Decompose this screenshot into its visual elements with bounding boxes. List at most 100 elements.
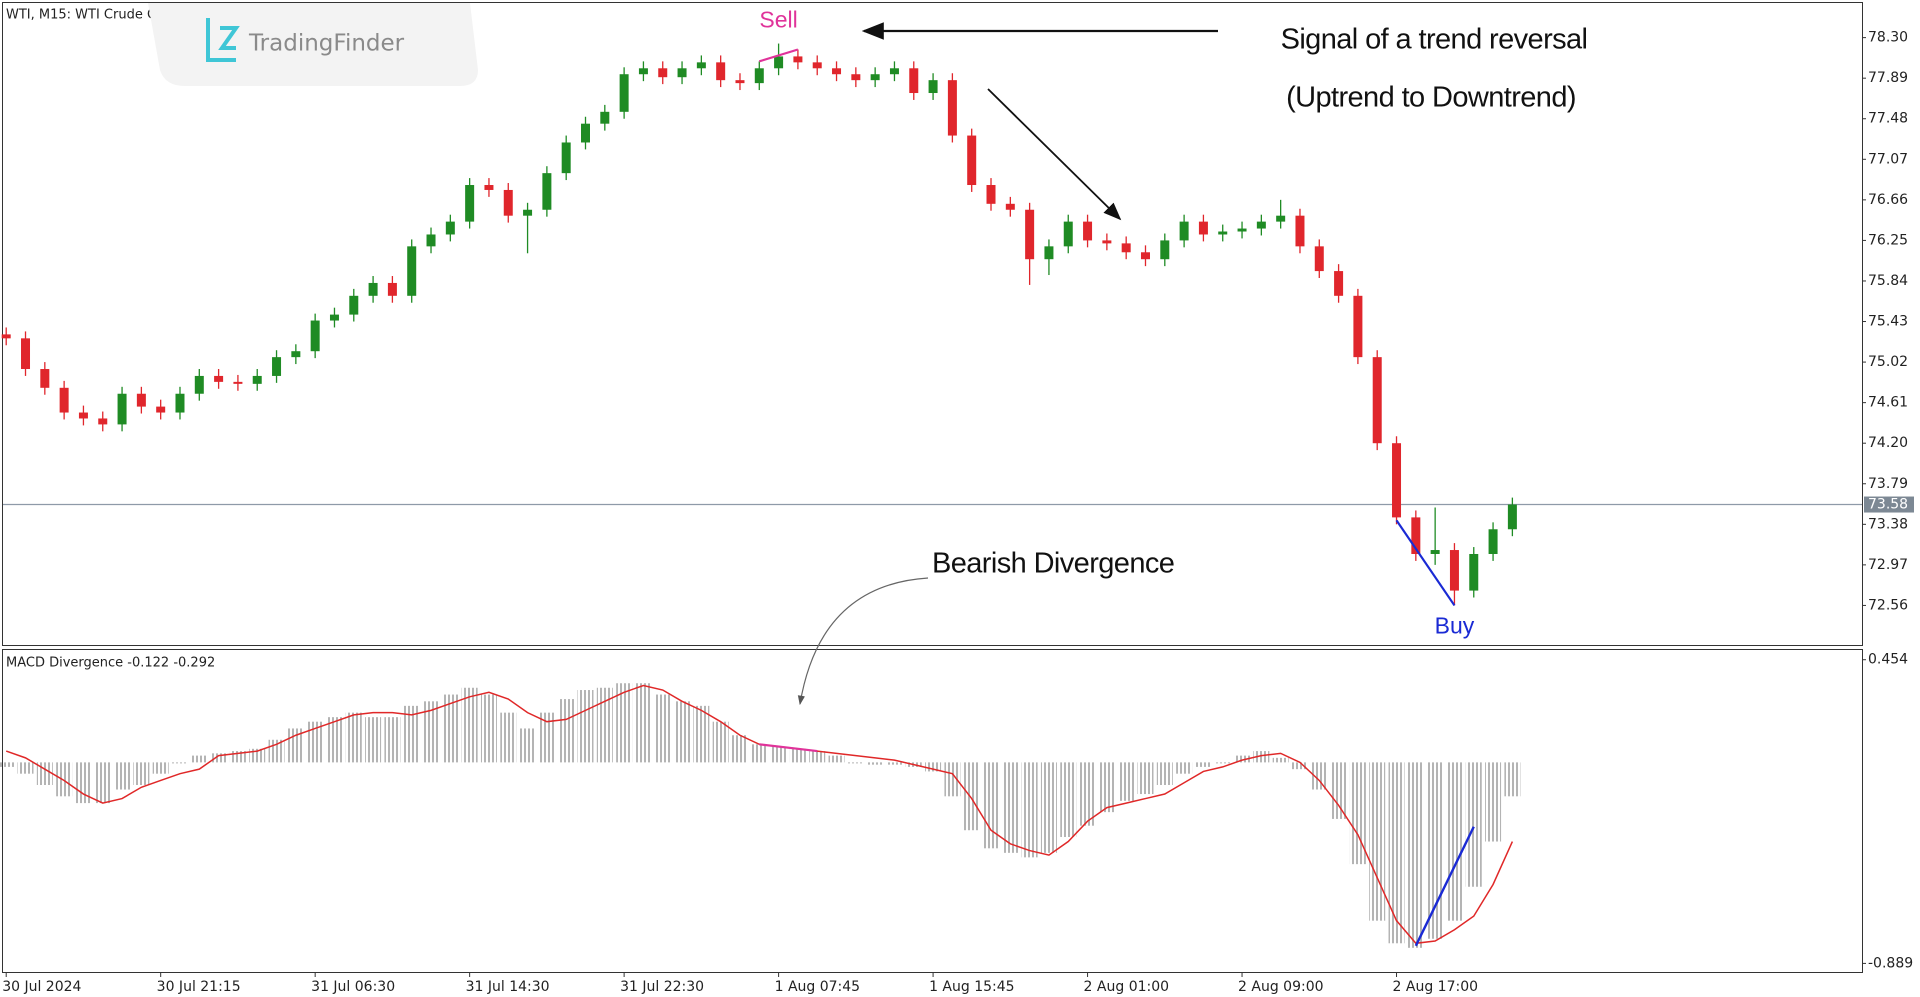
histogram-bar <box>654 694 671 763</box>
candle-body <box>793 56 803 63</box>
candle-body <box>40 369 50 388</box>
logo-box <box>148 3 478 86</box>
histogram-bar <box>0 762 15 767</box>
candle-body <box>117 393 127 425</box>
candle-body <box>349 295 359 315</box>
histogram-bar <box>635 683 652 763</box>
histogram-bar <box>171 762 188 764</box>
candle-body <box>1372 357 1382 444</box>
histogram-bar <box>307 721 324 763</box>
candle-body <box>677 68 687 78</box>
histogram-bar <box>423 701 440 763</box>
candle-body <box>716 62 726 81</box>
candle-body <box>445 221 455 235</box>
histogram-bar <box>191 755 208 763</box>
histogram-bar <box>1234 755 1251 763</box>
candle-body <box>272 357 282 376</box>
symbol-title: WTI, M15: WTI Crude Oil <box>6 8 164 23</box>
candle-body <box>194 375 204 394</box>
histogram-bar <box>1485 762 1502 842</box>
histogram-bar <box>963 762 980 831</box>
candle-body <box>426 234 436 247</box>
histogram-bar <box>17 762 34 774</box>
x-tick-label: 31 Jul 22:30 <box>620 979 704 995</box>
histogram-bar <box>1137 762 1154 795</box>
candle-body <box>638 68 648 75</box>
histogram-bar <box>1311 762 1328 790</box>
y-tick-label: 77.07 <box>1868 151 1908 167</box>
histogram-bar <box>789 748 806 763</box>
histogram-bar <box>1349 762 1366 865</box>
histogram-bar <box>1465 762 1482 887</box>
histogram-bar <box>1118 762 1135 801</box>
histogram-bar <box>731 735 748 763</box>
histogram-bar <box>442 694 459 763</box>
candle-body <box>136 393 146 407</box>
candle-body <box>214 375 224 382</box>
y-tick-label: 78.30 <box>1868 30 1908 46</box>
buy-divergence-line <box>1395 519 1456 607</box>
histogram-bar <box>500 712 517 763</box>
candle-body <box>175 393 185 413</box>
candle-body <box>1198 221 1208 235</box>
y-tick-label: 73.38 <box>1868 516 1908 532</box>
histogram-bar <box>480 694 497 763</box>
candle-body <box>1083 221 1093 241</box>
histogram-bar <box>229 751 246 763</box>
histogram-bar <box>983 762 1000 849</box>
histogram-bar <box>152 762 169 774</box>
last-price-tag <box>1864 496 1914 513</box>
candle-body <box>368 282 378 296</box>
candle-body <box>1469 553 1479 591</box>
candle-body <box>156 406 166 413</box>
histogram-bar <box>461 687 478 763</box>
candle-body <box>735 80 745 84</box>
x-tick-label: 1 Aug 15:45 <box>929 979 1015 995</box>
y-tick-label: 75.43 <box>1868 314 1908 330</box>
histogram-bar <box>1427 762 1444 939</box>
candle-body <box>252 375 262 384</box>
candle-body <box>1295 215 1305 247</box>
histogram-bar <box>1291 762 1308 770</box>
candle-body <box>1121 243 1131 253</box>
histogram-bar <box>56 762 73 797</box>
candle-body <box>986 185 996 204</box>
candle-body <box>832 68 842 75</box>
candle-body <box>600 111 610 124</box>
x-tick-label: 1 Aug 07:45 <box>775 979 861 995</box>
histogram-bar <box>1021 762 1038 858</box>
candle-body <box>1063 221 1073 247</box>
y-tick-label: 77.89 <box>1868 70 1908 86</box>
y-tick-label: 74.61 <box>1868 395 1908 411</box>
candle-body <box>1314 246 1324 272</box>
y-tick-label: 72.56 <box>1868 597 1908 613</box>
histogram-bar <box>558 699 575 763</box>
candle-body <box>59 387 69 413</box>
candle-body <box>1411 517 1421 554</box>
y-tick-label: 77.48 <box>1868 111 1908 127</box>
candle-body <box>98 418 108 425</box>
histogram-bar <box>36 762 53 785</box>
histogram-bar <box>268 739 285 763</box>
histogram-bar <box>944 762 961 797</box>
histogram-bar <box>1195 762 1212 767</box>
candle-body <box>1507 504 1517 530</box>
x-tick-label: 30 Jul 2024 <box>2 979 81 995</box>
divergence-annotation: Bearish Divergence <box>932 548 1174 580</box>
candle-body <box>233 381 243 384</box>
y-tick-label: 76.66 <box>1868 192 1908 208</box>
divergence-arrow <box>797 577 929 706</box>
candle-body <box>1005 203 1015 210</box>
candle-body <box>1488 529 1498 554</box>
histogram-bar <box>403 705 420 763</box>
histogram-bar <box>828 755 845 763</box>
candle-body <box>1449 550 1459 591</box>
histogram-bar <box>847 762 864 764</box>
candle-body <box>1392 443 1402 518</box>
candle-body <box>387 282 397 296</box>
histogram-bar <box>114 762 131 790</box>
histogram-bar <box>867 762 884 765</box>
histogram-bar <box>1040 762 1057 853</box>
